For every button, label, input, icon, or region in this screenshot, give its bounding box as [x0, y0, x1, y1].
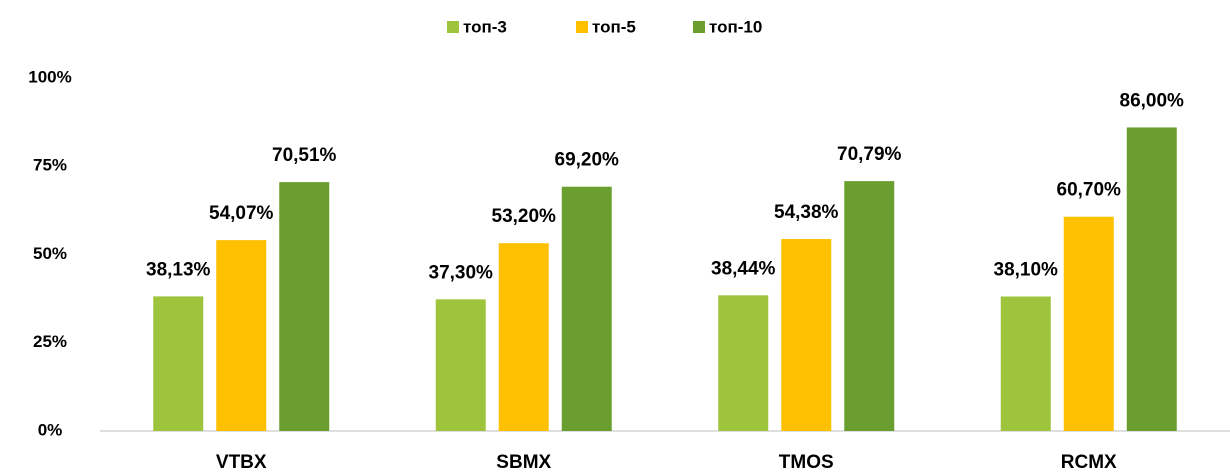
x-tick-label: SBMX: [496, 452, 551, 473]
legend-swatch: [576, 21, 588, 33]
bar: [435, 299, 486, 431]
legend-label: топ-3: [463, 17, 507, 36]
x-tick-label: TMOS: [779, 452, 834, 473]
y-tick-label: 50%: [33, 244, 67, 263]
data-label: 70,79%: [837, 144, 902, 165]
bar: [1126, 127, 1177, 432]
data-label: 69,20%: [555, 150, 620, 171]
legend-label: топ-5: [592, 17, 636, 36]
data-label: 38,44%: [711, 258, 776, 279]
bar: [153, 296, 204, 431]
bar: [216, 240, 267, 431]
data-label: 38,10%: [994, 260, 1059, 281]
data-label: 70,51%: [272, 145, 337, 166]
x-tick-label: RCMX: [1061, 452, 1117, 473]
y-tick-label: 25%: [33, 332, 67, 351]
legend-swatch: [447, 21, 459, 33]
bar: [498, 243, 549, 431]
bar: [844, 181, 895, 431]
data-label: 37,30%: [429, 262, 494, 283]
y-tick-label: 0%: [38, 420, 63, 439]
x-tick-label: VTBX: [216, 452, 267, 473]
bar: [1000, 296, 1051, 431]
y-tick-label: 75%: [33, 156, 67, 175]
bar: [718, 295, 769, 431]
data-label: 38,13%: [146, 259, 211, 280]
bar: [279, 182, 330, 431]
bar: [1063, 216, 1114, 431]
legend-swatch: [693, 21, 705, 33]
bar: [781, 239, 832, 431]
bar: [561, 186, 612, 431]
data-label: 54,38%: [774, 202, 839, 223]
legend-label: топ-10: [709, 17, 762, 36]
data-label: 54,07%: [209, 203, 274, 224]
data-label: 53,20%: [492, 206, 557, 227]
y-tick-label: 100%: [28, 67, 71, 86]
data-label: 60,70%: [1057, 180, 1122, 201]
data-label: 86,00%: [1120, 90, 1185, 111]
